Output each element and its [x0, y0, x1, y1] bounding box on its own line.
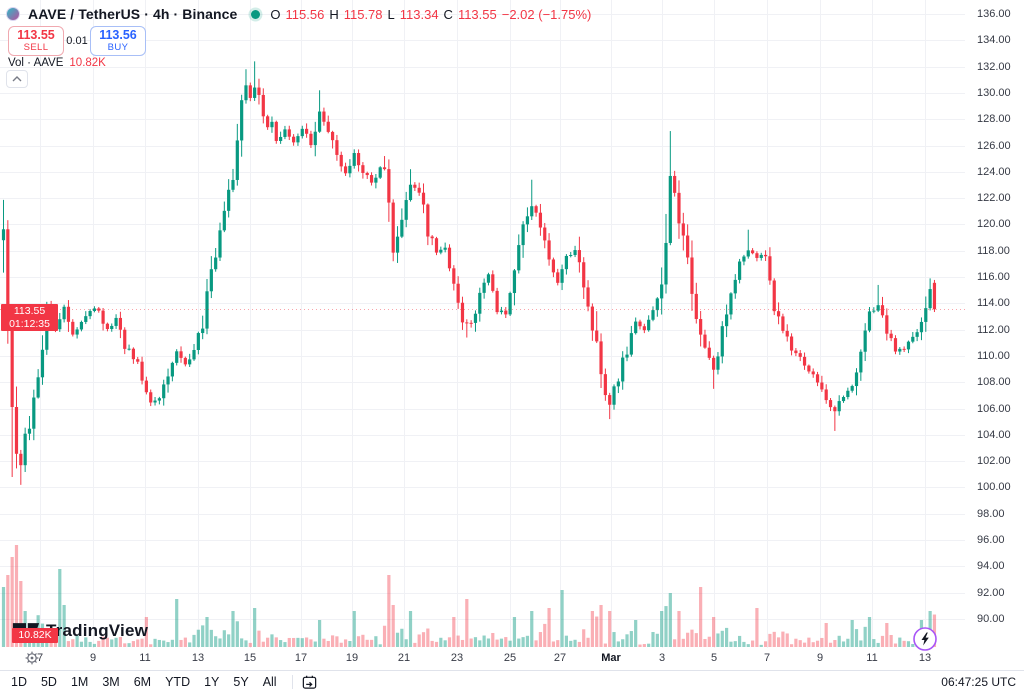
time-tick-label: 25	[503, 652, 517, 664]
time-tick-label: 7	[36, 652, 44, 664]
time-tick-label: 19	[345, 652, 359, 664]
high-value: 115.78	[343, 6, 383, 22]
volume-axis-badge: 10.82K	[12, 628, 58, 643]
ohlc-values: O 115.56 H 115.78 L 113.34 C 113.55 −2.02 (−…	[270, 7, 591, 22]
price-tick-label: 132.00	[977, 60, 1011, 73]
sell-label: SELL	[23, 41, 49, 53]
trade-buttons: 113.55 SELL 0.01 113.56 BUY	[8, 26, 146, 56]
open-value: 115.56	[285, 6, 325, 22]
close-label: C	[443, 6, 453, 22]
price-tick-label: 136.00	[977, 8, 1011, 20]
price-tick-label: 134.00	[977, 34, 1011, 47]
price-tick-label: 120.00	[977, 218, 1011, 231]
price-tick-label: 130.00	[977, 86, 1011, 99]
buy-label: BUY	[107, 41, 129, 53]
time-tick-label: 3	[658, 652, 666, 664]
time-tick-label: 21	[397, 652, 411, 664]
collapse-legend-button[interactable]	[6, 70, 28, 88]
time-tick-label: 17	[294, 652, 308, 664]
chart-header: AAVE / TetherUS · 4h · Binance O 115.56 H…	[6, 5, 591, 23]
time-axis[interactable]: 7 9 11 13 15 17 19 21 23 25 27 Mar 3 5 7 9 11 13	[0, 648, 965, 670]
buy-button[interactable]: 113.56 BUY	[90, 26, 146, 56]
range-buttons: 1D 5D 1M 3M 6M YTD 1Y 5Y All	[0, 673, 284, 691]
change-value: −2.02 (−1.75%)	[501, 6, 592, 22]
low-value: 113.34	[399, 6, 439, 22]
gear-icon	[25, 651, 39, 665]
low-label: L	[387, 6, 395, 22]
sell-price: 113.55	[17, 27, 55, 42]
close-value: 113.55	[457, 6, 497, 22]
price-tick-label: 122.00	[977, 192, 1011, 205]
price-tick-label: 104.00	[977, 428, 1011, 441]
range-button-all[interactable]: All	[262, 675, 277, 689]
time-tick-label: 5	[710, 652, 718, 664]
price-tick-label: 114.00	[977, 297, 1010, 310]
time-tick-label: 27	[553, 652, 567, 664]
time-tick-label: 11	[139, 652, 151, 664]
range-button-1d[interactable]: 1D	[11, 675, 27, 689]
price-tick-label: 96.00	[977, 534, 1005, 547]
price-tick-label: 102.00	[977, 455, 1011, 468]
range-button-1y[interactable]: 1Y	[204, 675, 220, 689]
range-button-1m[interactable]: 1M	[70, 675, 89, 689]
range-button-3m[interactable]: 3M	[102, 675, 120, 689]
buy-price: 113.56	[99, 27, 137, 42]
volume-study-value: 10.82K	[69, 57, 106, 69]
bottom-toolbar: 1D 5D 1M 3M 6M YTD 1Y 5Y All 06:47:25 UTC	[0, 670, 1024, 693]
time-tick-label: 23	[450, 652, 464, 664]
volume-study-legend[interactable]: Vol · AAVE 10.82K	[8, 57, 106, 69]
watermark-label: TradingView	[46, 621, 149, 640]
chevron-up-icon	[12, 76, 22, 82]
time-tick-label: Mar	[601, 652, 621, 664]
market-status-dot-icon	[251, 9, 261, 19]
price-tick-label: 112.00	[977, 323, 1010, 336]
last-price-badge: 113.55 01:12:35	[1, 304, 58, 331]
toolbar-divider	[291, 675, 293, 689]
aave-symbol-logo-icon	[6, 7, 20, 21]
lightning-bolt-icon	[913, 627, 937, 651]
price-tick-label: 118.00	[977, 244, 1010, 257]
open-label: O	[270, 6, 281, 22]
price-tick-label: 126.00	[977, 139, 1011, 152]
time-tick-label: 13	[918, 652, 932, 664]
timezone-clock[interactable]: 06:47:25 UTC	[941, 675, 1016, 689]
volume-study-label: Vol · AAVE	[8, 57, 64, 69]
range-button-ytd[interactable]: YTD	[165, 675, 191, 689]
range-button-5d[interactable]: 5D	[40, 675, 57, 689]
spread-value: 0.01	[66, 35, 88, 47]
time-tick-label: 9	[816, 652, 824, 664]
price-tick-label: 110.00	[977, 349, 1010, 362]
bar-countdown: 01:12:35	[9, 318, 50, 330]
range-button-6m[interactable]: 6M	[133, 675, 152, 689]
time-tick-label: 13	[191, 652, 205, 664]
range-button-5y[interactable]: 5Y	[233, 675, 249, 689]
price-tick-label: 116.00	[977, 271, 1010, 284]
high-label: H	[329, 6, 339, 22]
calendar-icon	[302, 675, 316, 689]
sell-button[interactable]: 113.55 SELL	[8, 26, 64, 56]
price-tick-label: 106.00	[977, 402, 1011, 415]
price-tick-label: 90.00	[977, 613, 1005, 625]
time-tick-label: 11	[866, 652, 878, 664]
quick-trade-button[interactable]	[912, 626, 938, 652]
time-tick-label: 9	[89, 652, 97, 664]
price-axis[interactable]: 136.00 134.00 132.00 130.00 128.00 126.00 124.…	[965, 0, 1024, 648]
price-tick-label: 124.00	[977, 165, 1011, 178]
price-tick-label: 108.00	[977, 376, 1011, 389]
time-tick-label: 15	[243, 652, 257, 664]
price-scale-settings-button[interactable]	[24, 650, 40, 666]
time-tick-label: 7	[763, 652, 771, 664]
go-to-date-button[interactable]	[301, 673, 321, 691]
price-tick-label: 92.00	[977, 586, 1005, 599]
price-tick-label: 94.00	[977, 560, 1005, 573]
price-tick-label: 100.00	[977, 481, 1011, 494]
price-tick-label: 98.00	[977, 507, 1005, 520]
symbol-title[interactable]: AAVE / TetherUS · 4h · Binance	[28, 6, 238, 22]
price-tick-label: 128.00	[977, 113, 1011, 126]
last-price-value: 113.55	[13, 305, 46, 317]
